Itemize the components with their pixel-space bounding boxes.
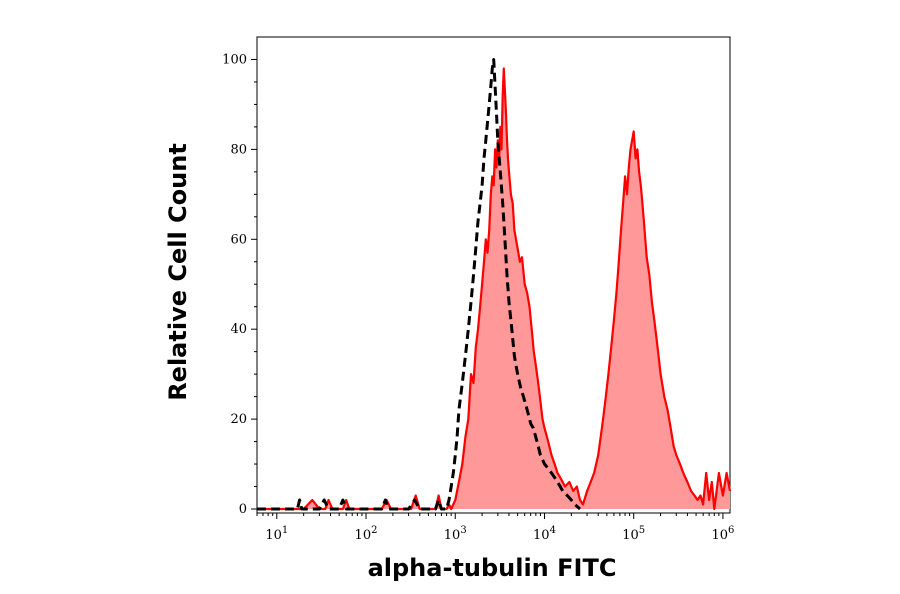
- y-tick-label-20: 20: [230, 412, 247, 427]
- chart-marks: [257, 58, 732, 511]
- y-tick-label-80: 80: [230, 142, 247, 157]
- y-tick-label-60: 60: [230, 232, 247, 247]
- series-0-line: [257, 67, 732, 511]
- plot-frame: [256, 36, 731, 514]
- y-tick-label-0: 0: [239, 502, 247, 517]
- x-tick-label-4: 105: [622, 525, 645, 543]
- y-axis-title: Relative Cell Count: [164, 143, 192, 401]
- x-tick-label-2: 103: [444, 525, 467, 543]
- y-tick-label-40: 40: [230, 322, 247, 337]
- x-tick-label-5: 106: [711, 525, 734, 543]
- y-tick-label-100: 100: [222, 52, 247, 67]
- chart-axes: 0 20 40 60 80 100 101 102 103 104 105 106: [222, 52, 734, 543]
- x-axis-title: alpha-tubulin FITC: [368, 554, 617, 582]
- x-tick-label-1: 102: [355, 525, 378, 543]
- x-tick-label-3: 104: [533, 525, 556, 543]
- series-0-area: [257, 68, 730, 509]
- series-1-line: [257, 58, 582, 511]
- x-tick-label-0: 101: [265, 525, 288, 543]
